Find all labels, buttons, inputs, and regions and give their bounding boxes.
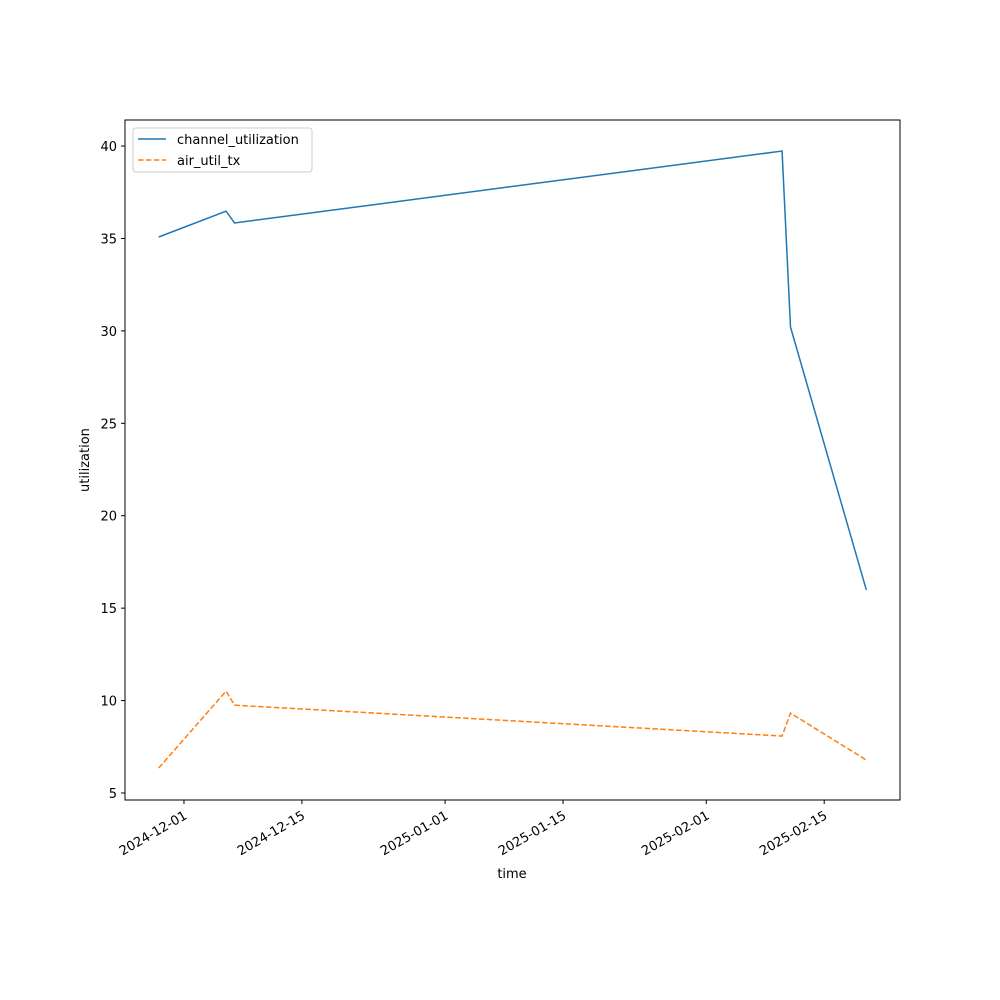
- y-tick-label: 35: [100, 232, 117, 247]
- y-tick-label: 5: [109, 787, 117, 802]
- y-tick-label: 10: [100, 695, 117, 710]
- legend-label: air_util_tx: [177, 154, 241, 169]
- y-tick-label: 30: [100, 325, 117, 340]
- data-line: [158, 689, 867, 769]
- y-axis-label: utilization: [78, 428, 93, 492]
- y-tick-label: 40: [100, 140, 117, 155]
- x-axis-label: time: [497, 867, 526, 882]
- y-tick-label: 15: [100, 602, 117, 617]
- legend-box: [132, 127, 313, 173]
- data-line: [158, 150, 868, 591]
- y-tick-label: 25: [100, 417, 117, 432]
- y-tick-label: 20: [100, 510, 117, 525]
- plot-frame: [124, 119, 901, 801]
- legend-label: channel_utilization: [177, 133, 299, 148]
